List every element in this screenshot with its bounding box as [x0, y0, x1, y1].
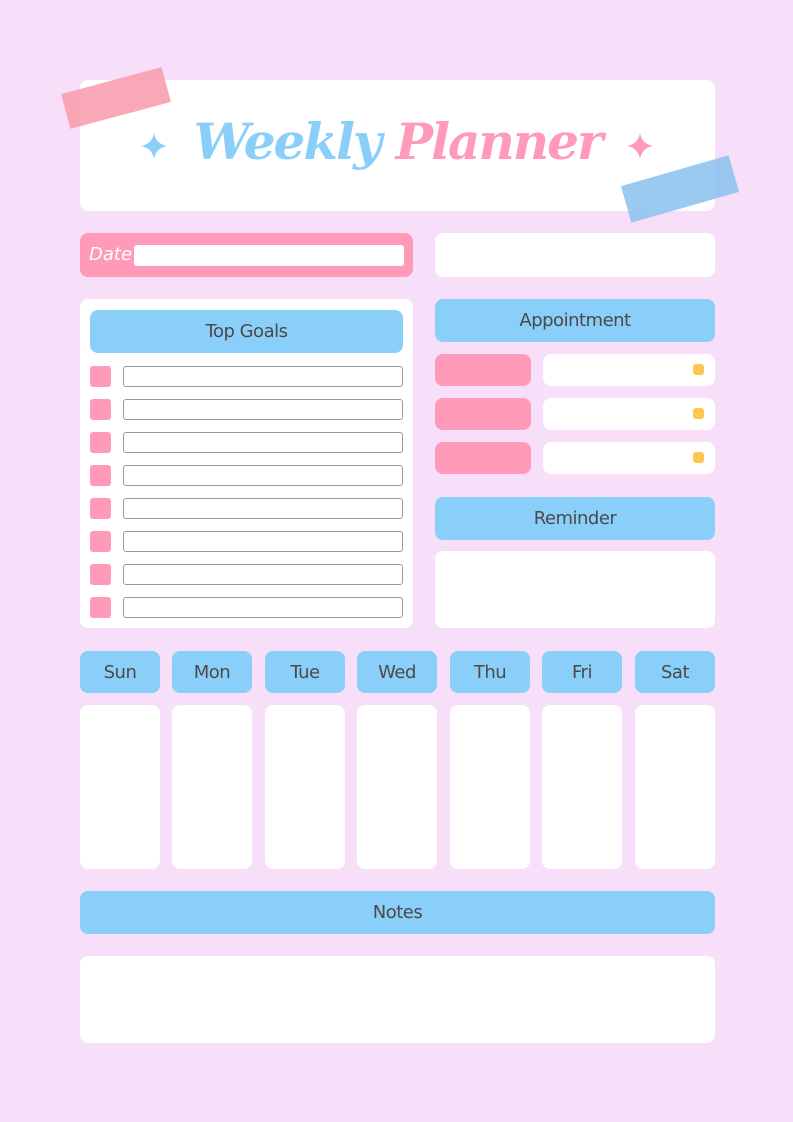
appointment-field[interactable]: [543, 354, 715, 386]
notes-header: Notes: [80, 891, 715, 934]
goal-input[interactable]: [123, 465, 403, 486]
appointment-field[interactable]: [543, 442, 715, 474]
goal-checkbox[interactable]: [90, 531, 111, 552]
day-box-fri[interactable]: [542, 705, 622, 869]
goal-checkbox[interactable]: [90, 465, 111, 486]
appointment-time[interactable]: [435, 442, 531, 474]
day-box-tue[interactable]: [265, 705, 345, 869]
reminder-header: Reminder: [435, 497, 715, 540]
title-weekly: Weekly: [193, 112, 382, 171]
day-box-wed[interactable]: [357, 705, 437, 869]
day-header-tue: Tue: [265, 651, 345, 693]
page-title: Weekly Planner: [170, 112, 625, 171]
appointment-time[interactable]: [435, 398, 531, 430]
goal-checkbox[interactable]: [90, 432, 111, 453]
sparkle-right-icon: [627, 133, 653, 159]
goal-input[interactable]: [123, 564, 403, 585]
goal-checkbox[interactable]: [90, 564, 111, 585]
day-header-wed: Wed: [357, 651, 437, 693]
goal-checkbox[interactable]: [90, 498, 111, 519]
goals-header: Top Goals: [90, 310, 403, 353]
appointment-time[interactable]: [435, 354, 531, 386]
day-box-thu[interactable]: [450, 705, 530, 869]
goal-checkbox[interactable]: [90, 597, 111, 618]
date-label: Date: [89, 244, 133, 265]
goal-input[interactable]: [123, 366, 403, 387]
appointment-field[interactable]: [543, 398, 715, 430]
day-box-mon[interactable]: [172, 705, 252, 869]
appointment-dot-icon: [693, 408, 704, 419]
sparkle-left-icon: [141, 133, 167, 159]
appointment-dot-icon: [693, 364, 704, 375]
goal-input[interactable]: [123, 399, 403, 420]
goal-checkbox[interactable]: [90, 366, 111, 387]
day-header-sun: Sun: [80, 651, 160, 693]
blank-box[interactable]: [435, 233, 715, 277]
notes-box[interactable]: [80, 956, 715, 1043]
title-planner: Planner: [395, 112, 603, 171]
goal-input[interactable]: [123, 432, 403, 453]
reminder-box[interactable]: [435, 551, 715, 628]
day-header-sat: Sat: [635, 651, 715, 693]
header-card: [80, 80, 715, 211]
goal-checkbox[interactable]: [90, 399, 111, 420]
goal-input[interactable]: [123, 531, 403, 552]
date-field[interactable]: [134, 245, 404, 266]
goal-input[interactable]: [123, 498, 403, 519]
appointment-header: Appointment: [435, 299, 715, 342]
day-box-sat[interactable]: [635, 705, 715, 869]
day-box-sun[interactable]: [80, 705, 160, 869]
appointment-dot-icon: [693, 452, 704, 463]
day-header-mon: Mon: [172, 651, 252, 693]
day-header-thu: Thu: [450, 651, 530, 693]
day-header-fri: Fri: [542, 651, 622, 693]
goal-input[interactable]: [123, 597, 403, 618]
